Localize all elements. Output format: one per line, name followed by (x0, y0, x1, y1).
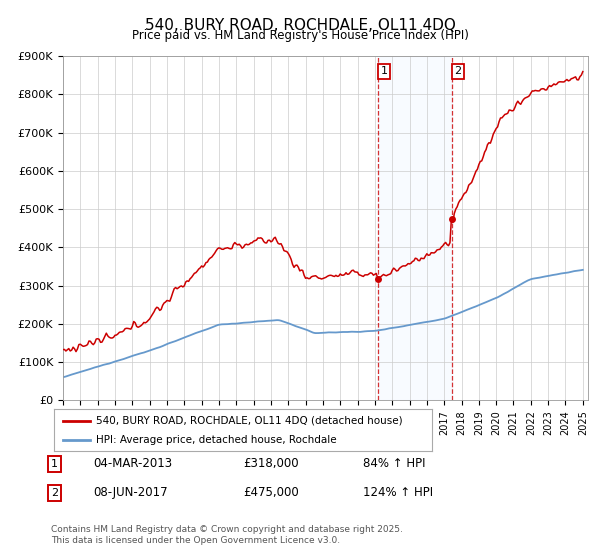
Text: Price paid vs. HM Land Registry's House Price Index (HPI): Price paid vs. HM Land Registry's House … (131, 29, 469, 42)
Text: 08-JUN-2017: 08-JUN-2017 (93, 486, 167, 500)
Text: £475,000: £475,000 (243, 486, 299, 500)
Text: 1: 1 (51, 459, 58, 469)
Text: Contains HM Land Registry data © Crown copyright and database right 2025.
This d: Contains HM Land Registry data © Crown c… (51, 525, 403, 545)
Text: 04-MAR-2013: 04-MAR-2013 (93, 457, 172, 470)
Text: 2: 2 (454, 66, 461, 76)
Text: 124% ↑ HPI: 124% ↑ HPI (363, 486, 433, 500)
Text: 540, BURY ROAD, ROCHDALE, OL11 4DQ (detached house): 540, BURY ROAD, ROCHDALE, OL11 4DQ (deta… (95, 416, 402, 426)
Text: £318,000: £318,000 (243, 457, 299, 470)
Text: 1: 1 (380, 66, 388, 76)
Text: 540, BURY ROAD, ROCHDALE, OL11 4DQ: 540, BURY ROAD, ROCHDALE, OL11 4DQ (145, 18, 455, 33)
Bar (378, 56, 452, 400)
Text: HPI: Average price, detached house, Rochdale: HPI: Average price, detached house, Roch… (95, 435, 336, 445)
Text: 2: 2 (51, 488, 58, 498)
Text: 84% ↑ HPI: 84% ↑ HPI (363, 457, 425, 470)
